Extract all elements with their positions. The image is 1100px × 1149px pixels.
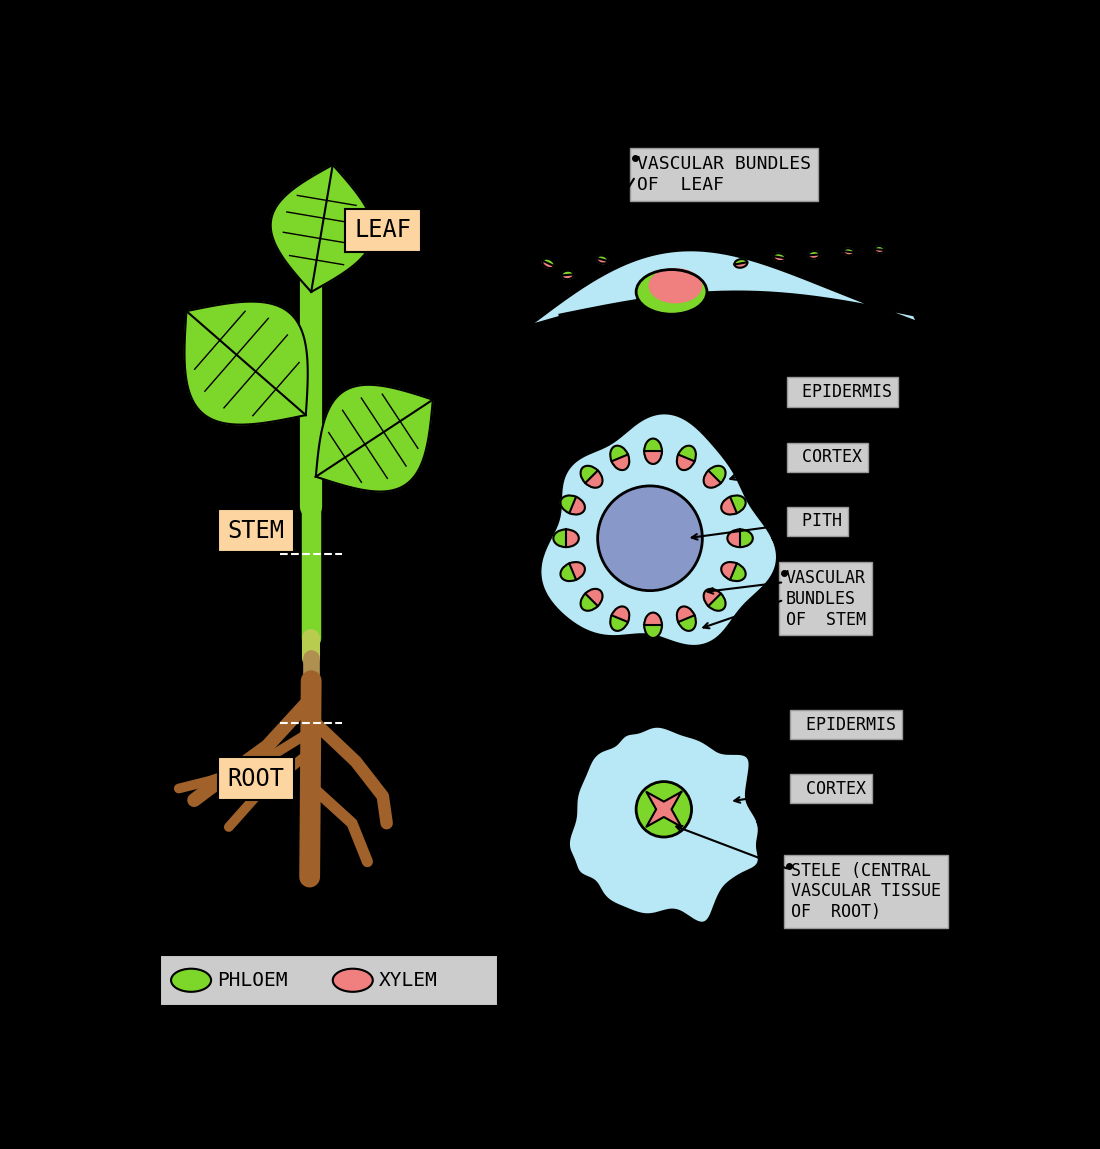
Ellipse shape: [542, 259, 554, 268]
Ellipse shape: [170, 969, 211, 992]
Ellipse shape: [610, 446, 629, 470]
Polygon shape: [704, 470, 720, 487]
Text: STEM: STEM: [228, 518, 284, 542]
Ellipse shape: [773, 253, 785, 261]
Ellipse shape: [874, 246, 884, 253]
Ellipse shape: [735, 259, 747, 268]
Text: EPIDERMIS: EPIDERMIS: [796, 716, 896, 733]
Circle shape: [597, 486, 703, 591]
Ellipse shape: [722, 495, 746, 515]
Ellipse shape: [561, 271, 574, 279]
Text: PITH: PITH: [792, 512, 843, 531]
Polygon shape: [874, 249, 884, 253]
Ellipse shape: [645, 439, 662, 464]
Polygon shape: [676, 455, 694, 470]
Ellipse shape: [610, 607, 629, 631]
Text: STELE (CENTRAL
VASCULAR TISSUE
OF  ROOT): STELE (CENTRAL VASCULAR TISSUE OF ROOT): [791, 862, 940, 921]
Ellipse shape: [561, 562, 585, 581]
Text: XYLEM: XYLEM: [378, 971, 438, 989]
Ellipse shape: [636, 270, 707, 314]
Polygon shape: [585, 588, 603, 606]
Text: PHLOEM: PHLOEM: [218, 971, 288, 989]
Ellipse shape: [553, 530, 579, 547]
FancyBboxPatch shape: [161, 955, 498, 1005]
Ellipse shape: [844, 248, 854, 255]
Polygon shape: [773, 256, 785, 261]
Polygon shape: [612, 607, 629, 622]
Text: EPIDERMIS: EPIDERMIS: [792, 383, 892, 401]
Polygon shape: [612, 455, 629, 470]
Ellipse shape: [649, 269, 702, 302]
Polygon shape: [722, 496, 737, 515]
Ellipse shape: [704, 465, 726, 487]
Polygon shape: [271, 164, 373, 292]
Polygon shape: [561, 275, 574, 279]
Ellipse shape: [581, 465, 603, 487]
Ellipse shape: [332, 969, 373, 992]
Polygon shape: [585, 470, 603, 487]
Polygon shape: [735, 262, 747, 268]
Ellipse shape: [581, 588, 603, 611]
Polygon shape: [540, 412, 778, 647]
Polygon shape: [542, 261, 554, 268]
Ellipse shape: [561, 495, 585, 515]
Text: CORTEX: CORTEX: [796, 779, 867, 797]
Polygon shape: [722, 562, 737, 580]
Polygon shape: [844, 252, 854, 255]
Text: LEAF: LEAF: [354, 218, 411, 242]
Ellipse shape: [676, 446, 696, 470]
Polygon shape: [645, 452, 662, 464]
Text: VASCULAR
BUNDLES
OF  STEM: VASCULAR BUNDLES OF STEM: [785, 569, 866, 629]
Polygon shape: [676, 607, 694, 622]
Ellipse shape: [676, 607, 696, 631]
Polygon shape: [185, 301, 308, 425]
Polygon shape: [570, 562, 585, 580]
Text: CORTEX: CORTEX: [792, 448, 862, 466]
Ellipse shape: [704, 588, 726, 611]
Ellipse shape: [722, 562, 746, 581]
Polygon shape: [808, 254, 820, 259]
Polygon shape: [534, 250, 917, 323]
Ellipse shape: [727, 530, 752, 547]
Polygon shape: [569, 726, 759, 924]
Text: ROOT: ROOT: [228, 766, 284, 791]
Polygon shape: [704, 588, 720, 606]
Ellipse shape: [596, 255, 608, 263]
Circle shape: [636, 781, 692, 836]
Polygon shape: [647, 792, 681, 827]
Polygon shape: [727, 530, 740, 547]
Polygon shape: [570, 496, 585, 515]
Polygon shape: [316, 385, 433, 492]
Polygon shape: [596, 259, 608, 263]
Ellipse shape: [645, 612, 662, 638]
Ellipse shape: [808, 250, 820, 259]
Text: VASCULAR BUNDLES
OF  LEAF: VASCULAR BUNDLES OF LEAF: [637, 155, 811, 194]
Polygon shape: [566, 530, 579, 547]
Polygon shape: [645, 612, 662, 625]
